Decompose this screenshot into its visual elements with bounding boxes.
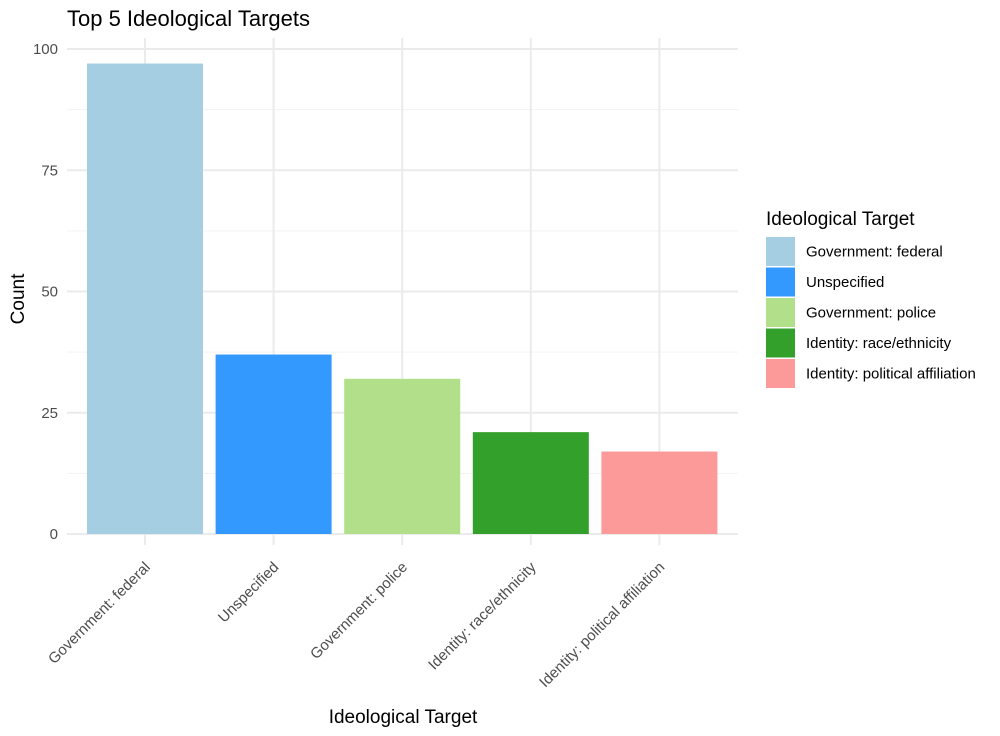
bars: [87, 63, 718, 535]
chart-title: Top 5 Ideological Targets: [67, 6, 310, 31]
legend-swatch: [766, 328, 795, 358]
y-axis-title: Count: [8, 273, 29, 324]
bar: [601, 451, 718, 534]
legend: Ideological Target Government: federal Un…: [766, 209, 976, 388]
legend-swatch: [766, 237, 795, 266]
legend-label: Identity: political affiliation: [806, 366, 976, 383]
x-tick-label: Government: police: [307, 559, 411, 663]
y-tick-label: 100: [33, 41, 58, 58]
y-axis-ticks: 0 25 50 75 100: [33, 41, 58, 543]
x-tick-label: Unspecified: [215, 559, 282, 626]
x-tick-label: Government: federal: [45, 559, 154, 668]
legend-swatch: [766, 267, 795, 297]
legend-swatch: [766, 298, 795, 327]
legend-title: Ideological Target: [766, 209, 915, 230]
legend-items: Government: federal Unspecified Government…: [766, 237, 976, 388]
bar: [472, 432, 589, 534]
legend-label: Identity: race/ethnicity: [806, 335, 952, 352]
legend-label: Government: police: [806, 305, 936, 322]
y-tick-label: 50: [41, 284, 58, 301]
x-axis-ticks: Government: federal Unspecified Government…: [45, 558, 668, 690]
x-axis-title: Ideological Target: [329, 707, 478, 728]
legend-swatch: [766, 359, 795, 388]
x-tick-label: Identity: race/ethnicity: [425, 558, 540, 673]
bar: [344, 378, 461, 534]
y-tick-label: 0: [50, 526, 58, 543]
y-tick-label: 25: [41, 405, 58, 422]
legend-label: Unspecified: [806, 274, 884, 291]
y-tick-label: 75: [41, 162, 58, 179]
bar: [215, 354, 332, 534]
legend-label: Government: federal: [806, 244, 943, 261]
bar: [87, 63, 203, 535]
x-tick-label: Identity: political affiliation: [536, 559, 668, 691]
